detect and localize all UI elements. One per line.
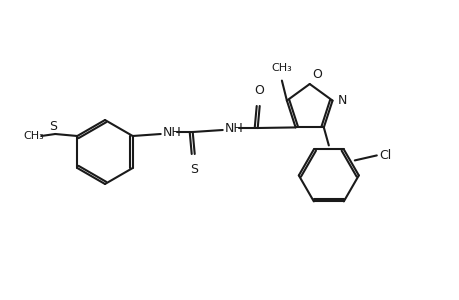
Text: NH: NH — [162, 125, 181, 139]
Text: CH₃: CH₃ — [23, 131, 44, 141]
Text: S: S — [189, 163, 197, 176]
Text: CH₃: CH₃ — [271, 63, 291, 73]
Text: N: N — [337, 94, 346, 107]
Text: O: O — [312, 68, 322, 81]
Text: Cl: Cl — [378, 149, 390, 162]
Text: O: O — [253, 84, 263, 97]
Text: S: S — [49, 120, 57, 133]
Text: NH: NH — [224, 122, 243, 134]
